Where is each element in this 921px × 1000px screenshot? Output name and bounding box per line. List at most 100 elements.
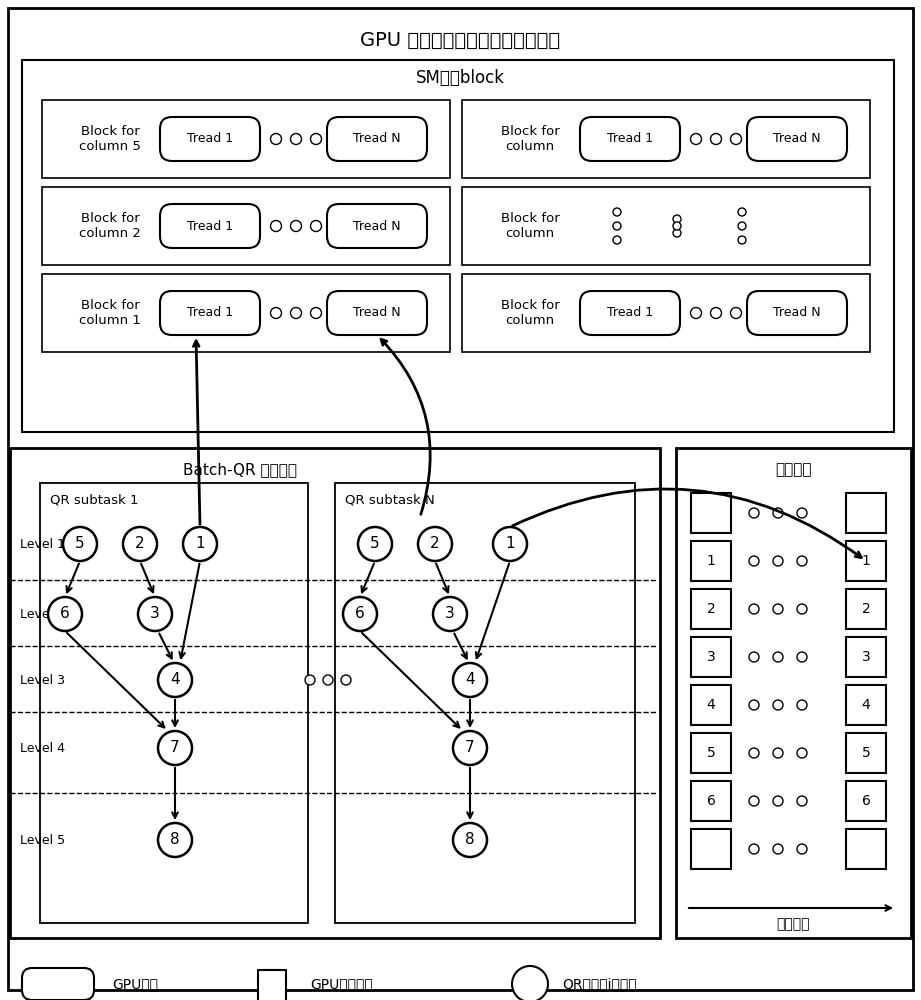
Text: 1: 1 bbox=[506, 536, 515, 552]
Circle shape bbox=[730, 133, 741, 144]
Text: 1: 1 bbox=[706, 554, 716, 568]
Circle shape bbox=[773, 748, 783, 758]
Circle shape bbox=[710, 133, 721, 144]
Circle shape bbox=[512, 966, 548, 1000]
Text: Tread N: Tread N bbox=[353, 220, 401, 232]
Circle shape bbox=[738, 236, 746, 244]
Text: SM中的block: SM中的block bbox=[415, 69, 505, 87]
Bar bbox=[335, 483, 635, 923]
Circle shape bbox=[158, 663, 192, 697]
Circle shape bbox=[773, 700, 783, 710]
Circle shape bbox=[797, 556, 807, 566]
Text: 3: 3 bbox=[706, 650, 716, 664]
Bar bbox=[846, 733, 886, 773]
Bar bbox=[676, 448, 911, 938]
Text: 6: 6 bbox=[356, 606, 365, 621]
Circle shape bbox=[797, 700, 807, 710]
Circle shape bbox=[271, 308, 282, 318]
Bar bbox=[462, 187, 870, 265]
Circle shape bbox=[183, 527, 217, 561]
Text: 3: 3 bbox=[862, 650, 870, 664]
Bar bbox=[42, 274, 450, 352]
Text: Block for
column 2: Block for column 2 bbox=[79, 212, 141, 240]
Circle shape bbox=[749, 700, 759, 710]
Text: 6: 6 bbox=[60, 606, 70, 621]
Text: Block for
column: Block for column bbox=[501, 212, 559, 240]
Text: Tread 1: Tread 1 bbox=[187, 220, 233, 232]
Text: GPU 硬件：流多处理器和设备内存: GPU 硬件：流多处理器和设备内存 bbox=[360, 30, 560, 49]
Circle shape bbox=[341, 675, 351, 685]
Circle shape bbox=[710, 308, 721, 318]
Text: Tread N: Tread N bbox=[774, 306, 821, 320]
Circle shape bbox=[493, 527, 527, 561]
Circle shape bbox=[453, 663, 487, 697]
Circle shape bbox=[48, 597, 82, 631]
Text: Tread: Tread bbox=[41, 978, 76, 990]
Circle shape bbox=[290, 133, 301, 144]
Text: Tread N: Tread N bbox=[774, 132, 821, 145]
Text: Tread N: Tread N bbox=[353, 306, 401, 320]
Circle shape bbox=[797, 604, 807, 614]
Text: 1: 1 bbox=[861, 554, 870, 568]
Text: Tread 1: Tread 1 bbox=[607, 132, 653, 145]
Text: Block for
column: Block for column bbox=[501, 125, 559, 153]
Bar bbox=[22, 60, 894, 432]
Circle shape bbox=[63, 527, 97, 561]
Text: 7: 7 bbox=[465, 740, 475, 756]
Circle shape bbox=[138, 597, 172, 631]
Circle shape bbox=[290, 221, 301, 232]
Text: i: i bbox=[528, 977, 532, 991]
Bar bbox=[846, 493, 886, 533]
FancyBboxPatch shape bbox=[160, 204, 260, 248]
Circle shape bbox=[418, 527, 452, 561]
Text: Level 1: Level 1 bbox=[20, 538, 65, 550]
FancyBboxPatch shape bbox=[747, 117, 847, 161]
Circle shape bbox=[749, 844, 759, 854]
Text: Block for
column 5: Block for column 5 bbox=[79, 125, 141, 153]
Circle shape bbox=[691, 308, 702, 318]
Text: 连续地址: 连续地址 bbox=[776, 917, 810, 931]
Circle shape bbox=[730, 308, 741, 318]
Circle shape bbox=[310, 308, 321, 318]
Text: 1: 1 bbox=[195, 536, 204, 552]
FancyBboxPatch shape bbox=[160, 291, 260, 335]
Text: 3: 3 bbox=[445, 606, 455, 621]
FancyBboxPatch shape bbox=[327, 204, 427, 248]
Circle shape bbox=[433, 597, 467, 631]
Text: GPU线程: GPU线程 bbox=[112, 977, 158, 991]
Circle shape bbox=[158, 823, 192, 857]
FancyBboxPatch shape bbox=[160, 117, 260, 161]
Bar bbox=[258, 970, 286, 1000]
Circle shape bbox=[797, 748, 807, 758]
Circle shape bbox=[691, 133, 702, 144]
Circle shape bbox=[305, 675, 315, 685]
Circle shape bbox=[773, 556, 783, 566]
Text: QR分解第i列任务: QR分解第i列任务 bbox=[562, 977, 636, 991]
Bar bbox=[691, 541, 731, 581]
Text: 7: 7 bbox=[170, 740, 180, 756]
Circle shape bbox=[797, 508, 807, 518]
Text: 5: 5 bbox=[370, 536, 379, 552]
Text: 4: 4 bbox=[465, 672, 475, 688]
Bar bbox=[846, 637, 886, 677]
Circle shape bbox=[310, 133, 321, 144]
Text: 2: 2 bbox=[862, 602, 870, 616]
Bar bbox=[846, 781, 886, 821]
Bar bbox=[846, 589, 886, 629]
FancyBboxPatch shape bbox=[327, 291, 427, 335]
Bar bbox=[42, 100, 450, 178]
Circle shape bbox=[749, 604, 759, 614]
Circle shape bbox=[797, 652, 807, 662]
Circle shape bbox=[738, 208, 746, 216]
Bar bbox=[691, 493, 731, 533]
Text: 2: 2 bbox=[135, 536, 145, 552]
Bar bbox=[691, 637, 731, 677]
Bar bbox=[691, 829, 731, 869]
Text: Batch-QR 求解任务: Batch-QR 求解任务 bbox=[183, 462, 297, 478]
Circle shape bbox=[613, 222, 621, 230]
Text: 8: 8 bbox=[170, 832, 180, 848]
Bar bbox=[462, 274, 870, 352]
Circle shape bbox=[749, 508, 759, 518]
Circle shape bbox=[271, 133, 282, 144]
Circle shape bbox=[773, 844, 783, 854]
